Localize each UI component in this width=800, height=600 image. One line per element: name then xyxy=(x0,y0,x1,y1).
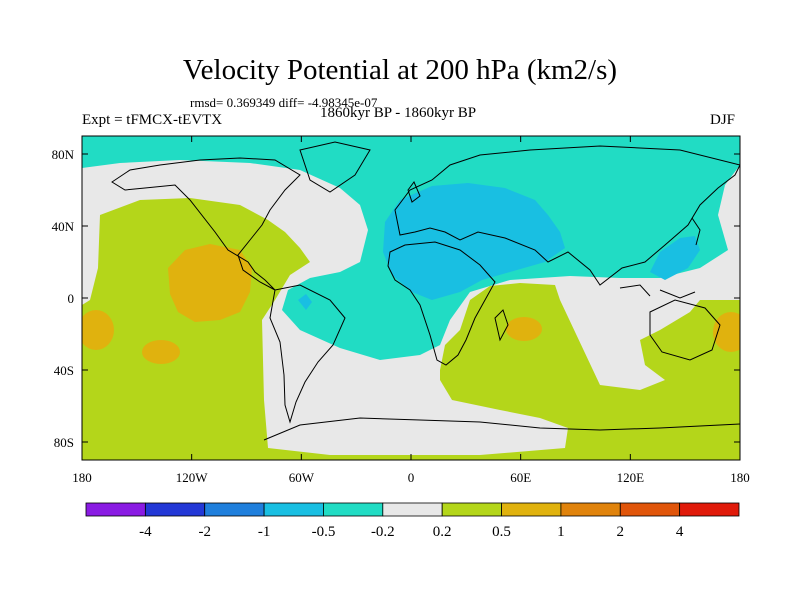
coast-south-america xyxy=(269,284,346,424)
coast-africa xyxy=(387,241,496,366)
coast-britain xyxy=(407,181,421,203)
coast-greenland xyxy=(299,141,371,193)
stats-text: rmsd= 0.369349 diff= -4.98345e-07 xyxy=(190,95,378,110)
colorbar-swatch xyxy=(323,502,384,517)
field-negative-mid-region xyxy=(383,183,565,300)
field-positive-mid-west-edge xyxy=(82,310,114,350)
experiment-label: Expt = tFMCX-tEVTX xyxy=(82,112,223,128)
coast-maritime-continent xyxy=(619,284,696,299)
colorbar-swatch xyxy=(382,502,443,517)
field-negative-mid-sa xyxy=(298,294,312,310)
coast-eurasia xyxy=(394,145,740,286)
coast-madagascar xyxy=(494,309,509,342)
lon-tick-label: 60E xyxy=(510,470,531,485)
field-positive-mid-pacific xyxy=(168,244,252,322)
colorbar-swatch xyxy=(144,502,206,517)
latitude-axis: 80N 40N 0 40S 80S xyxy=(52,147,740,450)
period-label: 1860kyr BP - 1860kyr BP xyxy=(320,105,477,121)
colorbar-swatch xyxy=(204,502,265,517)
lat-tick-label: 80S xyxy=(54,435,74,450)
field-positive-mid-south-pacific xyxy=(142,340,180,364)
colorbar-swatch xyxy=(85,502,146,517)
lat-tick-label: 0 xyxy=(68,291,75,306)
lon-tick-label: 180 xyxy=(72,470,92,485)
colorbar-label: -4 xyxy=(139,524,152,540)
coast-antarctica xyxy=(263,417,740,441)
field-positive-mid-east-edge xyxy=(713,312,740,352)
colorbar-label: -0.5 xyxy=(312,524,336,540)
lat-tick-label: 80N xyxy=(52,147,75,162)
colorbar-label: -0.2 xyxy=(371,524,395,540)
figure-title: Velocity Potential at 200 hPa (km2/s) xyxy=(182,54,618,86)
colorbar-label: -1 xyxy=(258,524,271,540)
colorbar-swatch xyxy=(501,502,562,517)
colorbar-label: 0.5 xyxy=(492,524,511,540)
colorbar-label: -2 xyxy=(198,524,211,540)
coast-north-america xyxy=(111,157,301,291)
lon-tick-label: 120E xyxy=(617,470,645,485)
colorbar-label: 2 xyxy=(617,524,625,540)
contour-field xyxy=(82,136,740,460)
lon-tick-label: 60W xyxy=(289,470,315,485)
lon-tick-label: 0 xyxy=(408,470,415,485)
lat-tick-label: 40S xyxy=(54,363,74,378)
colorbar-label: 4 xyxy=(676,524,684,540)
colorbar-swatch xyxy=(560,502,621,517)
colorbar-swatch xyxy=(679,502,740,517)
coast-australia xyxy=(649,299,721,361)
lon-tick-label: 180 xyxy=(730,470,750,485)
lon-tick-label: 120W xyxy=(176,470,209,485)
season-label: DJF xyxy=(710,112,736,128)
field-negative-mid-east xyxy=(650,236,700,280)
coast-japan xyxy=(691,217,701,246)
field-positive-mid-indian xyxy=(506,317,542,341)
colorbar-swatch xyxy=(441,502,502,517)
lat-tick-label: 40N xyxy=(52,219,75,234)
longitude-axis: 180 120W 60W 0 60E 120E 180 xyxy=(72,136,750,485)
colorbar: -4 -2 -1 -0.5 -0.2 0.2 0.5 1 2 4 xyxy=(85,502,740,540)
colorbar-label: 1 xyxy=(557,524,565,540)
colorbar-swatch xyxy=(263,502,324,517)
colorbar-swatch xyxy=(619,502,681,517)
coastlines xyxy=(111,141,740,441)
colorbar-label: 0.2 xyxy=(433,524,452,540)
